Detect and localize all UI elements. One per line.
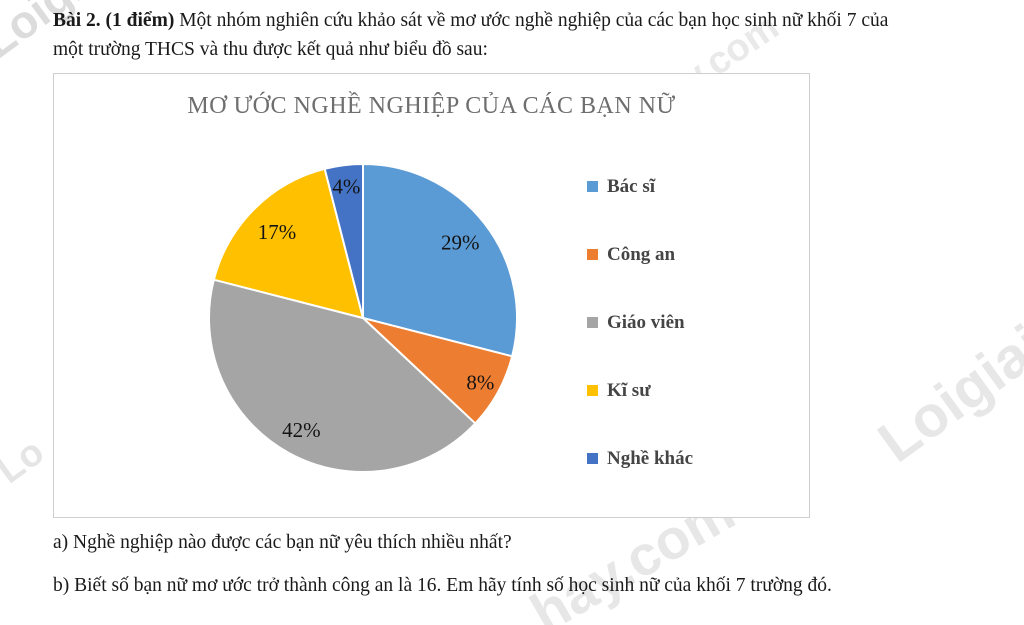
watermark-right-middle: Loigiai xyxy=(866,312,1024,475)
legend-item: Bác sĩ xyxy=(587,173,693,200)
legend-label: Giáo viên xyxy=(607,311,685,333)
pie-slice-4 xyxy=(323,163,364,319)
problem-statement-line2: một trường THCS và thu được kết quả như … xyxy=(53,35,1003,64)
watermark-bottom-left: Lo xyxy=(0,430,52,492)
legend-color-swatch xyxy=(587,317,598,328)
legend-item: Giáo viên xyxy=(587,309,693,336)
problem-number: Bài 2. (1 điểm) xyxy=(53,10,175,31)
problem-statement: Bài 2. (1 điểm) Một nhóm nghiên cứu khảo… xyxy=(53,6,1003,64)
chart-title: MƠ ƯỚC NGHỀ NGHIỆP CỦA CÁC BẠN NỮ xyxy=(187,93,676,119)
pie-data-label: 29% xyxy=(441,231,480,255)
question-a: a) Nghề nghiệp nào được các bạn nữ yêu t… xyxy=(53,532,512,553)
pie-data-label: 8% xyxy=(466,371,494,395)
legend-item: Kĩ sư xyxy=(587,377,693,404)
legend-label: Bác sĩ xyxy=(607,175,656,197)
legend-color-swatch xyxy=(587,453,598,464)
pie-chart: 29% 8% 42% 17% 4% xyxy=(208,163,518,473)
pie-slice-2 xyxy=(208,278,477,473)
pie-slice-0 xyxy=(362,163,518,358)
legend-color-swatch xyxy=(587,181,598,192)
legend-color-swatch xyxy=(587,249,598,260)
chart-frame: MƠ ƯỚC NGHỀ NGHIỆP CỦA CÁC BẠN NỮ 29% 8% 4… xyxy=(53,73,810,518)
pie-data-label: 42% xyxy=(282,418,321,442)
legend-item: Nghề khác xyxy=(587,445,693,472)
pie-data-label: 17% xyxy=(258,220,297,244)
problem-intro-text-2: một trường THCS và thu được kết quả như … xyxy=(53,39,488,60)
problem-statement-line1: Bài 2. (1 điểm) Một nhóm nghiên cứu khảo… xyxy=(53,6,1003,35)
pie-data-label: 4% xyxy=(332,175,360,199)
pie-slice-3 xyxy=(212,167,364,319)
legend-item: Công an xyxy=(587,241,693,268)
legend-label: Công an xyxy=(607,243,676,265)
problem-intro-text-1: Một nhóm nghiên cứu khảo sát về mơ ước n… xyxy=(174,10,889,31)
legend-color-swatch xyxy=(587,385,598,396)
legend-label: Nghề khác xyxy=(607,447,694,469)
legend-label: Kĩ sư xyxy=(607,379,651,401)
question-b: b) Biết số bạn nữ mơ ước trở thành công … xyxy=(53,575,832,596)
chart-legend: Bác sĩ Công an Giáo viên Kĩ sư Nghề khác xyxy=(587,173,693,513)
